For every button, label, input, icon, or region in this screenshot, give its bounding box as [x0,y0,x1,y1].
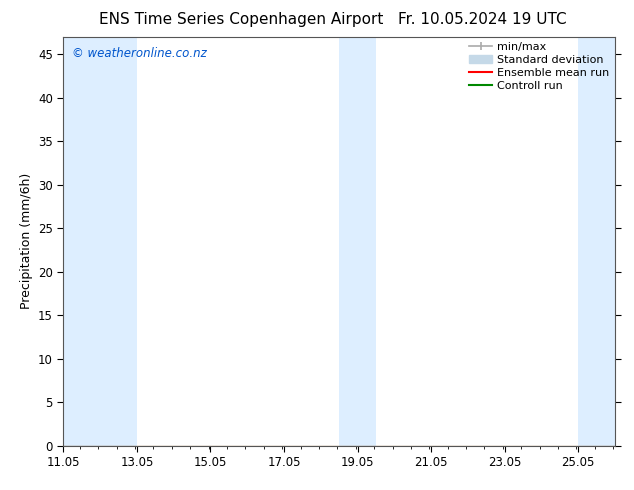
Legend: min/max, Standard deviation, Ensemble mean run, Controll run: min/max, Standard deviation, Ensemble me… [467,40,612,93]
Y-axis label: Precipitation (mm/6h): Precipitation (mm/6h) [20,173,32,310]
Text: ENS Time Series Copenhagen Airport: ENS Time Series Copenhagen Airport [99,12,383,27]
Text: Fr. 10.05.2024 19 UTC: Fr. 10.05.2024 19 UTC [398,12,566,27]
Bar [63,37,137,446]
Bar [578,37,621,446]
Bar [339,37,376,446]
Text: © weatheronline.co.nz: © weatheronline.co.nz [72,47,207,60]
